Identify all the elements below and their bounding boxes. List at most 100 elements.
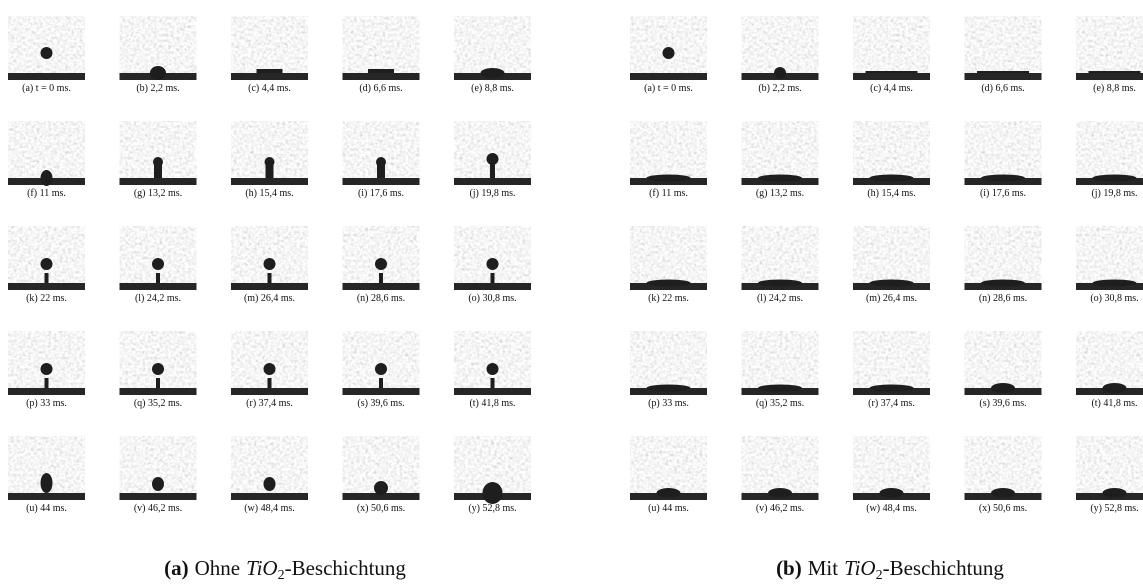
frame-label: (l) 24,2 ms. [757,293,803,304]
frame: (h) 15,4 ms. [231,121,308,199]
droplet [264,363,276,375]
droplet [991,383,1015,393]
caption-suffix: -Beschichtung [285,556,407,580]
frame-label: (o) 30,8 ms. [1090,293,1138,304]
frame: (k) 22 ms. [630,226,707,304]
frame: (j) 19,8 ms. [1076,121,1143,199]
frame: (d) 6,6 ms. [965,16,1042,94]
caption-label: (b) [776,556,802,580]
frame: (y) 52,8 ms. [1076,436,1143,514]
substrate [454,283,531,290]
frame-label: (b) 2,2 ms. [758,83,801,94]
frame: (t) 41,8 ms. [454,331,531,409]
frame: (m) 26,4 ms. [231,226,308,304]
droplet [758,175,802,182]
frame-label: (s) 39,6 ms. [357,398,404,409]
frame: (x) 50,6 ms. [343,436,420,514]
frame-label: (m) 26,4 ms. [244,293,295,304]
droplet [264,258,276,270]
frame: (k) 22 ms. [8,226,85,304]
frame: (o) 30,8 ms. [1076,226,1143,304]
frame-label: (c) 4,4 ms. [870,83,913,94]
substrate [8,388,85,395]
frame: (o) 30,8 ms. [454,226,531,304]
caption-subscript: 2 [876,568,883,583]
droplet [487,258,499,270]
droplet [768,488,792,498]
frame: (u) 44 ms. [8,436,85,514]
frame-label: (w) 48,4 ms. [866,503,917,514]
substrate [120,388,197,395]
frame: (s) 39,6 ms. [343,331,420,409]
frame-label: (e) 8,8 ms. [471,83,514,94]
frame-label: (f) 11 ms. [649,188,688,199]
frame: (i) 17,6 ms. [965,121,1042,199]
droplet [152,363,164,375]
frame: (d) 6,6 ms. [343,16,420,94]
frame: (e) 8,8 ms. [1076,16,1143,94]
droplet [866,71,918,73]
caption-prefix: Ohne [195,556,241,580]
droplet [265,157,275,167]
subfigure-caption: (b)MitTiO2-Beschichtung [776,556,1004,583]
frame: (e) 8,8 ms. [454,16,531,94]
page: (a) t = 0 ms. (b) 2,2 ms. (c) 4,4 ms. (d) 6… [0,0,1143,588]
droplet [41,170,53,186]
substrate [343,283,420,290]
substrate [231,388,308,395]
frame-label: (c) 4,4 ms. [248,83,291,94]
droplet [977,71,1029,73]
substrate [343,73,420,80]
frame: (q) 35,2 ms. [120,331,197,409]
frame: (t) 41,8 ms. [1076,331,1143,409]
frame-label: (s) 39,6 ms. [979,398,1026,409]
frame-label: (x) 50,6 ms. [979,503,1027,514]
frame-label: (p) 33 ms. [648,398,689,409]
frame: (f) 11 ms. [630,121,707,199]
frame: (i) 17,6 ms. [343,121,420,199]
droplet [758,280,802,287]
droplet [152,258,164,270]
droplet [487,363,499,375]
frame-label: (k) 22 ms. [26,293,67,304]
droplet [153,157,163,167]
frame: (q) 35,2 ms. [742,331,819,409]
frame: (c) 4,4 ms. [231,16,308,94]
substrate [8,493,85,500]
frame-label: (u) 44 ms. [26,503,67,514]
droplet [1089,71,1141,73]
frame-label: (g) 13,2 ms. [134,188,182,199]
droplet [647,385,691,392]
droplet [647,280,691,287]
droplet [487,153,499,165]
droplet [45,273,49,283]
droplet [481,68,505,78]
droplet [1093,175,1137,182]
frame: (u) 44 ms. [630,436,707,514]
substrate [231,493,308,500]
droplet [375,258,387,270]
droplet [491,378,495,388]
caption-prefix: Mit [808,556,839,580]
frame-label: (l) 24,2 ms. [135,293,181,304]
frame-label: (a) t = 0 ms. [22,83,71,94]
frame-label: (u) 44 ms. [648,503,689,514]
frame: (g) 13,2 ms. [120,121,197,199]
frame-label: (i) 17,6 ms. [358,188,404,199]
droplet [663,47,675,59]
droplet [41,258,53,270]
substrate [853,73,930,80]
frame: (g) 13,2 ms. [742,121,819,199]
substrate [343,178,420,185]
frame-label: (a) t = 0 ms. [644,83,693,94]
droplet [991,488,1015,498]
frame-label: (d) 6,6 ms. [359,83,402,94]
droplet [880,488,904,498]
frame-label: (t) 41,8 ms. [469,398,515,409]
droplet [379,378,383,388]
substrate [120,493,197,500]
caption-formula: TiO [844,556,876,580]
frame-label: (p) 33 ms. [26,398,67,409]
frame-image [853,16,930,80]
frame-label: (n) 28,6 ms. [979,293,1027,304]
